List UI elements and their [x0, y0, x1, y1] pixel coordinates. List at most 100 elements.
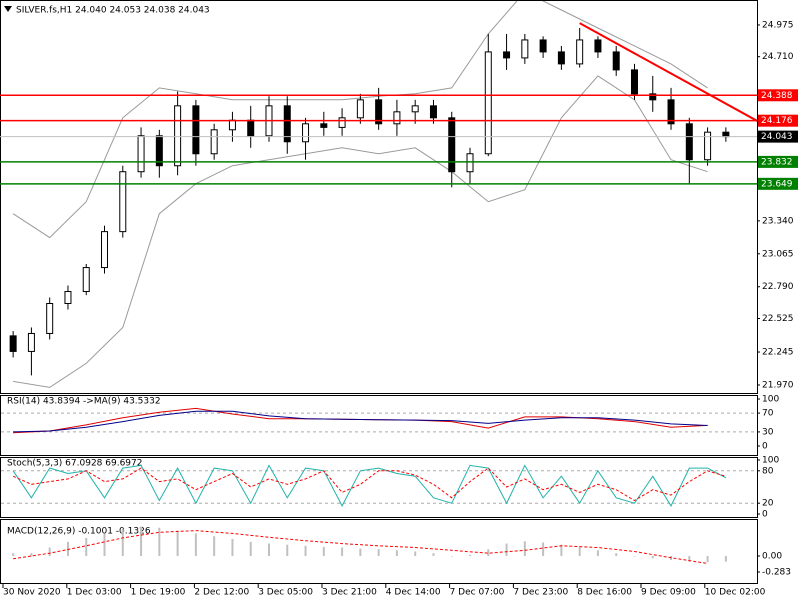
macd-bar [249, 541, 252, 556]
candle-body [82, 267, 90, 293]
macd-bar [487, 549, 490, 556]
band-lower [13, 75, 708, 388]
candle-body [704, 131, 712, 161]
macd-bar [724, 555, 727, 562]
candle-body [539, 39, 547, 53]
x-tick-label: 8 Dec 16:00 [577, 588, 632, 598]
candle-body [630, 69, 638, 95]
candle-body [247, 119, 255, 137]
y-tick-label: 22.525 [762, 314, 794, 324]
macd-bar [121, 528, 124, 556]
macd-bar [450, 555, 453, 557]
main-plot [9, 1, 757, 388]
candle-body [594, 39, 602, 53]
macd-bar [523, 541, 526, 556]
y-tick-label: -0.283 [762, 567, 791, 577]
macd-bar [176, 530, 179, 556]
price-tag-label: 24.043 [761, 132, 793, 142]
macd-bar [85, 537, 88, 556]
x-tick-label: 10 Dec 02:00 [705, 588, 766, 598]
macd-bar [48, 547, 51, 556]
candle-body [685, 123, 693, 161]
price-tag [758, 155, 798, 168]
y-tick-label: 23.065 [762, 249, 794, 259]
y-tick-label: 30 [762, 427, 774, 437]
macd-bar [158, 527, 161, 556]
macd-bar [414, 551, 417, 556]
macd-bar [596, 550, 599, 556]
macd-bar [341, 547, 344, 556]
trendline [579, 22, 757, 122]
price-tag-label: 24.176 [761, 116, 793, 126]
macd-bar [706, 555, 709, 563]
candle-body [411, 105, 419, 113]
macd-bar [304, 545, 307, 556]
rsi-title: RSI(14) 43.8394 ->MA(9) 43.5332 [7, 397, 161, 407]
price-tag [758, 130, 798, 143]
x-tick-label: 7 Dec 07:00 [450, 588, 505, 598]
x-tick-label: 3 Dec 05:00 [258, 588, 313, 598]
candle-body [192, 105, 200, 155]
macd-bar [651, 555, 654, 559]
y-tick-label: 20 [762, 499, 774, 509]
y-tick-label: 0.00 [762, 551, 782, 561]
macd-bar [432, 553, 435, 556]
rsi-pane [0, 395, 758, 456]
price-tag [758, 114, 798, 127]
price-tag-label: 23.649 [761, 179, 793, 189]
y-tick-label: 24.975 [762, 20, 794, 30]
candle-body [338, 117, 346, 128]
y-tick-label: 22.790 [762, 282, 794, 292]
candle-body [503, 51, 511, 59]
macd-bar [560, 544, 563, 556]
candle-body [283, 105, 291, 143]
macd-bar [688, 555, 691, 562]
macd-bar [286, 544, 289, 556]
indicator-line [12, 464, 727, 507]
y-tick-label: 0 [762, 510, 768, 520]
candle-body [210, 129, 218, 155]
x-tick-label: 9 Dec 09:00 [641, 588, 696, 598]
x-tick-label: 4 Dec 14:00 [386, 588, 441, 598]
macd-bar [505, 543, 508, 556]
macd-bar [30, 553, 33, 556]
menu-icon[interactable] [4, 6, 12, 12]
macd-bar [469, 554, 472, 556]
candle-body [27, 332, 35, 352]
candle-body [521, 39, 529, 59]
candle-body [302, 123, 310, 143]
x-tick-label: 1 Dec 19:00 [131, 588, 186, 598]
macd-bar [66, 541, 69, 556]
macd-bar [377, 549, 380, 556]
main-pane [0, 0, 758, 394]
macd-bar [267, 543, 270, 556]
macd-bar [213, 536, 216, 556]
macd-bar [615, 553, 618, 556]
candle-body [722, 131, 730, 138]
macd-bar [140, 526, 143, 556]
candle-body [557, 51, 565, 65]
macd-bar [395, 550, 398, 556]
macd-bar [633, 555, 636, 557]
x-tick-label: 3 Dec 21:00 [322, 588, 377, 598]
macd-bar [12, 553, 15, 556]
candle-body [576, 39, 584, 65]
macd-bar [542, 542, 545, 556]
macd-title: MACD(12,26,9) -0.1001 -0.1326 [7, 527, 151, 537]
y-tick-label: 22.245 [762, 348, 794, 358]
y-tick-label: 23.340 [762, 216, 794, 226]
candle-body [448, 117, 456, 173]
y-tick-label: 0 [762, 442, 768, 452]
price-tag [758, 89, 798, 102]
candle-body [101, 231, 109, 269]
candle-body [46, 303, 54, 334]
macd-bar [359, 548, 362, 556]
candle-body [484, 51, 492, 155]
stoch-title: Stoch(5,3,3) 67.0928 69.6972 [7, 459, 142, 469]
macd-bar [322, 546, 325, 556]
symbol-header: SILVER.fs,H1 24.040 24.053 24.038 24.043 [16, 6, 210, 16]
price-tag-label: 24.388 [761, 91, 793, 101]
indicator-line [13, 410, 708, 433]
candle-body [429, 105, 437, 119]
